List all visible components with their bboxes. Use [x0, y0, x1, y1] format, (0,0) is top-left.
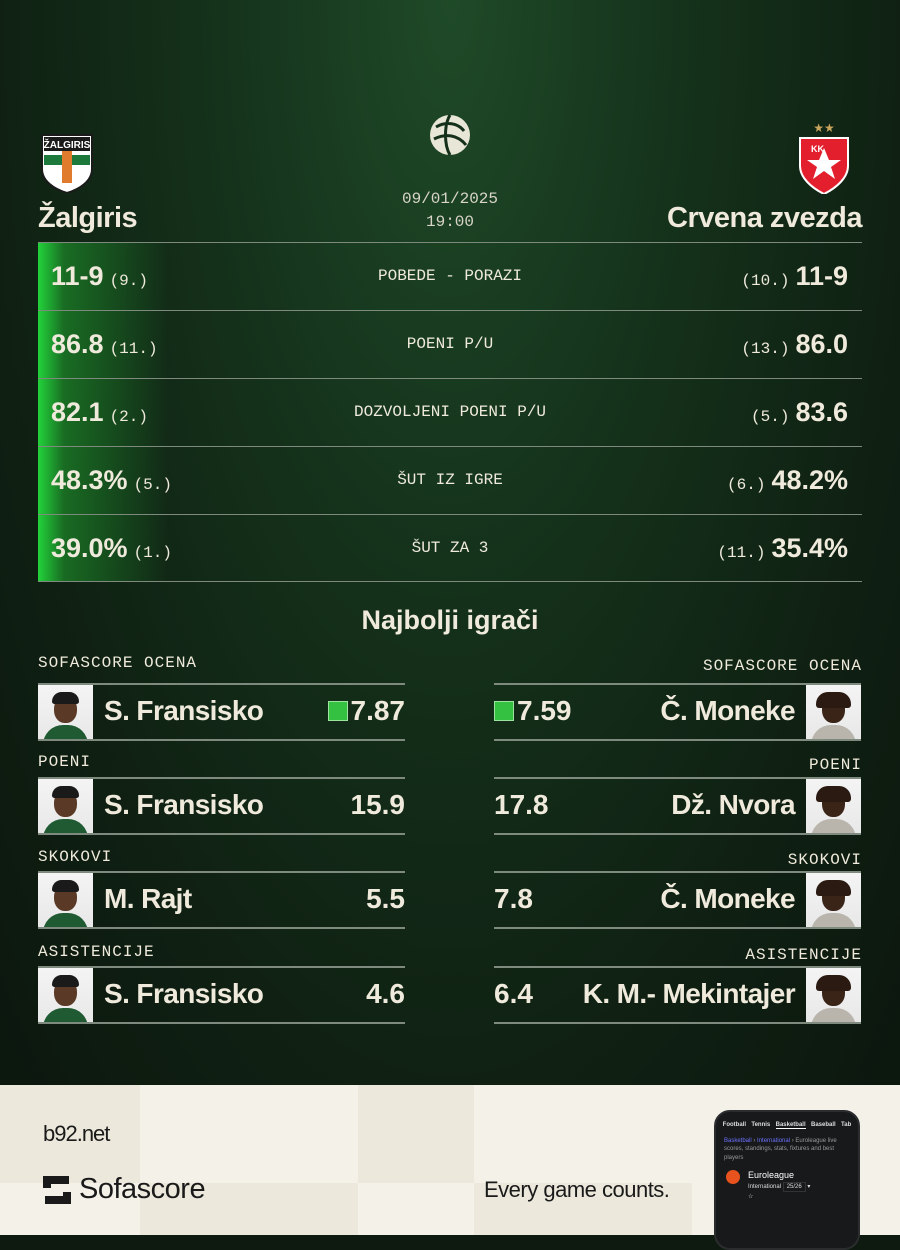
home-stat: 11-9 (9.) [51, 261, 148, 291]
player-name: S. Fransisko [104, 789, 264, 820]
match-time: 19:00 [425, 213, 474, 231]
stat-label: DOZVOLJENI POENI P/U [353, 403, 547, 421]
player-name: S. Fransisko [104, 978, 264, 1009]
player-name: M. Rajt [104, 883, 192, 914]
stat-row: 86.8 (11.) POENI P/U (13.) 86.0 [38, 310, 862, 378]
player-name: Č. Moneke [660, 883, 795, 914]
player-value: 17.8 [494, 789, 549, 820]
rating-badge-icon [327, 701, 348, 721]
stat-label: POBEDE - PORAZI [377, 267, 523, 285]
stat-label: POENI P/U [406, 335, 494, 353]
away-stat: (6.) 48.2% [727, 465, 848, 495]
player-photo [38, 779, 93, 833]
stat-row: 11-9 (9.) POBEDE - PORAZI (10.) 11-9 [38, 242, 862, 310]
home-stat: 48.3% (5.) [51, 465, 172, 495]
phone-tab: Basketball [775, 1122, 806, 1129]
player-name: K. M.- Mekintajer [582, 978, 796, 1009]
player-value: 7.8 [494, 883, 533, 914]
stat-row: 48.3% (5.) ŠUT IZ IGRE (6.) 48.2% [38, 446, 862, 514]
away-player-row[interactable]: 17.8 Dž. Nvora [494, 777, 861, 835]
sofascore-logo: Sofascore [43, 1173, 206, 1206]
home-stat: 86.8 (11.) [51, 329, 158, 359]
stat-label: ŠUT IZ IGRE [397, 471, 503, 489]
player-value: 5.5 [366, 883, 405, 914]
phone-tab: Tennis [751, 1122, 771, 1128]
phone-mockup: Football Tennis Basketball Baseball Tab Bask… [714, 1110, 860, 1250]
player-name: Dž. Nvora [671, 789, 795, 820]
stat-row: 39.0% (1.) ŠUT ZA 3 (11.) 35.4% [38, 514, 862, 582]
category-label: SKOKOVI [787, 851, 862, 869]
crvena-zvezda-crest: ★★ KK [799, 121, 849, 194]
b92-logo: b92.net [43, 1121, 110, 1146]
player-photo [38, 873, 93, 927]
category-label: ASISTENCIJE [38, 943, 155, 961]
away-stat: (13.) 86.0 [741, 329, 848, 359]
player-value: 15.9 [350, 789, 406, 820]
category-label: SOFASCORE OCENA [38, 654, 198, 672]
svg-text:KK: KK [811, 144, 824, 154]
top-players-title: Najbolji igrači [361, 605, 539, 635]
sofascore-icon [43, 1175, 71, 1204]
player-photo [38, 968, 93, 1022]
svg-text:ŽALGIRIS: ŽALGIRIS [44, 138, 91, 151]
category-label: SKOKOVI [38, 848, 113, 866]
rating-badge-icon [494, 701, 514, 721]
away-team-name: Crvena zvezda [667, 202, 863, 234]
match-date: 09/01/2025 [401, 190, 498, 208]
home-team-name: Žalgiris [38, 202, 138, 234]
phone-tab: Tab [841, 1122, 852, 1128]
home-player-row[interactable]: S. Fransisko 4.6 [38, 966, 405, 1024]
player-name: S. Fransisko [104, 695, 264, 726]
player-photo [806, 779, 861, 833]
svg-text:★★: ★★ [813, 121, 835, 135]
player-name: Č. Moneke [660, 695, 795, 726]
home-player-row[interactable]: S. Fransisko 15.9 [38, 777, 405, 835]
player-photo [806, 968, 861, 1022]
player-photo [806, 873, 861, 927]
player-value: 7.87 [327, 695, 405, 727]
category-label: SOFASCORE OCENA [702, 657, 862, 675]
euroleague-logo [430, 114, 470, 156]
category-label: POENI [808, 756, 862, 774]
stats-table: 11-9 (9.) POBEDE - PORAZI (10.) 11-9 86.8 (11… [38, 242, 862, 582]
tagline: Every game counts. [484, 1177, 670, 1202]
category-label: ASISTENCIJE [745, 946, 862, 964]
phone-tab: Baseball [811, 1122, 836, 1128]
away-player-row[interactable]: 6.4 K. M.- Mekintajer [494, 966, 861, 1024]
away-stat: (10.) 11-9 [741, 261, 848, 291]
home-stat: 82.1 (2.) [51, 397, 148, 427]
category-label: POENI [38, 753, 92, 771]
stat-row: 82.1 (2.) DOZVOLJENI POENI P/U (5.) 83.6 [38, 378, 862, 446]
home-player-row[interactable]: S. Fransisko 7.87 [38, 683, 405, 741]
home-player-row[interactable]: M. Rajt 5.5 [38, 871, 405, 929]
player-value: 6.4 [494, 978, 533, 1009]
star-icon: ☆ [748, 1194, 754, 1201]
away-stat: (5.) 83.6 [751, 397, 848, 427]
away-stat: (11.) 35.4% [717, 533, 848, 563]
stat-label: ŠUT ZA 3 [411, 539, 489, 557]
player-value: 4.6 [366, 978, 405, 1009]
phone-tab: Football [722, 1122, 747, 1128]
player-value: 7.59 [494, 695, 572, 727]
zalgiris-crest: ŽALGIRIS [41, 134, 93, 193]
home-stat: 39.0% (1.) [51, 533, 172, 563]
euroleague-icon [726, 1170, 740, 1185]
player-photo [38, 685, 93, 739]
away-player-row[interactable]: 7.59 Č. Moneke [494, 683, 861, 741]
player-photo [806, 685, 861, 739]
away-player-row[interactable]: 7.8 Č. Moneke [494, 871, 861, 929]
